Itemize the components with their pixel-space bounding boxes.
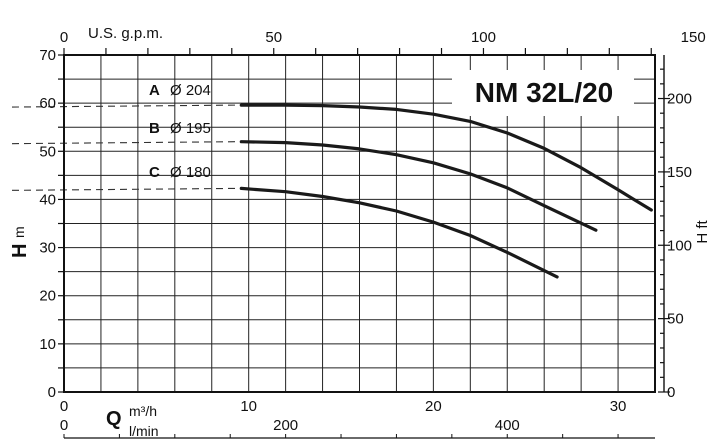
y-left-tick-label: 40	[39, 191, 56, 208]
x-bottom-secondary-unit: l/min	[129, 423, 159, 439]
y-left-tick-label: 0	[48, 384, 56, 401]
x-bottom-ticks: 0 10 20 30	[60, 398, 627, 415]
chart-title: NM 32L/20	[475, 77, 614, 108]
x-top-axis-label: U.S. g.p.m.	[88, 25, 163, 42]
leader-lines	[11, 104, 242, 191]
curve-a	[239, 103, 653, 212]
x-bottom-tick-label: 20	[425, 398, 442, 415]
x-top-tick-label: 150	[681, 29, 706, 46]
leader-line-a	[11, 104, 242, 108]
x-bottom-axis-label: Q	[106, 408, 122, 430]
x-bottom-secondary-tick-label: 0	[60, 417, 68, 434]
y-left-tick-label: 10	[39, 336, 56, 353]
y-right-tick-label: 150	[667, 164, 692, 181]
y-right-tick-label: 200	[667, 91, 692, 108]
y-left-tick-label: 50	[39, 143, 56, 160]
y-right-tick-label: 0	[667, 384, 675, 401]
performance-curves	[239, 103, 653, 279]
y-left-tick-label: 70	[39, 47, 56, 64]
x-bottom-secondary-tick-label: 400	[495, 417, 520, 434]
x-bottom-tick-label: 10	[240, 398, 257, 415]
y-left-tick-label: 30	[39, 240, 56, 257]
x-bottom-axis-unit: m³/h	[129, 403, 157, 419]
y-right-tick-label: 100	[667, 237, 692, 254]
leader-line-c	[11, 187, 242, 191]
x-bottom-tick-label: 0	[60, 398, 68, 415]
y-right-axis-label: H ft	[694, 220, 711, 244]
x-bottom-secondary-tick-label: 200	[273, 417, 298, 434]
title-box	[452, 70, 634, 116]
y-right-ticks: 0 50 100 150 200	[658, 55, 692, 401]
curve-label-a-letter: A	[149, 82, 160, 99]
curve-c	[239, 186, 559, 279]
x-top-tick-label: 100	[471, 29, 496, 46]
y-left-ticks: 0 10 20 30 40 50 60 70	[39, 47, 64, 401]
curve-labels: A Ø 204 B Ø 195 C Ø 180	[149, 82, 211, 181]
y-left-axis-unit: m	[11, 226, 27, 238]
x-top-ticks: 0 50 100 150	[60, 29, 706, 55]
x-top-tick-label: 50	[265, 29, 282, 46]
curve-label-a-diameter: Ø 204	[170, 82, 211, 99]
curve-label-c-diameter: Ø 180	[170, 164, 211, 181]
leader-line-b	[11, 141, 242, 145]
x-bottom-secondary-ticks: 0 200 400	[60, 417, 655, 439]
y-left-tick-label: 60	[39, 95, 56, 112]
curve-label-b-letter: B	[149, 120, 160, 137]
curve-label-b-diameter: Ø 195	[170, 120, 211, 137]
x-top-tick-label: 0	[60, 29, 68, 46]
y-right-tick-label: 50	[667, 311, 684, 328]
y-left-axis-label: H	[9, 244, 31, 258]
x-bottom-tick-label: 30	[610, 398, 627, 415]
y-left-tick-label: 20	[39, 288, 56, 305]
curve-label-c-letter: C	[149, 164, 160, 181]
curve-b	[239, 140, 598, 232]
